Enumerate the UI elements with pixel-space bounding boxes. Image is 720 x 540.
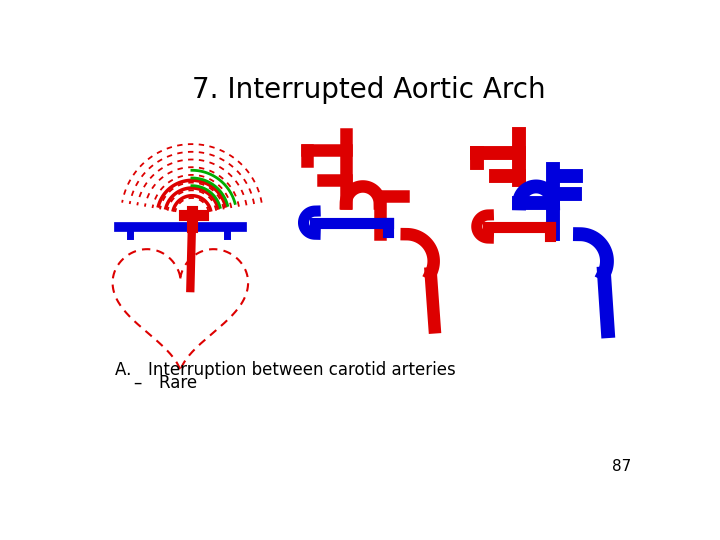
Text: 87: 87 [611, 460, 631, 475]
Text: 7. Interrupted Aortic Arch: 7. Interrupted Aortic Arch [192, 76, 546, 104]
Text: – Rare: – Rare [134, 374, 197, 393]
Text: A. Interruption between carotid arteries: A. Interruption between carotid arteries [115, 361, 456, 379]
